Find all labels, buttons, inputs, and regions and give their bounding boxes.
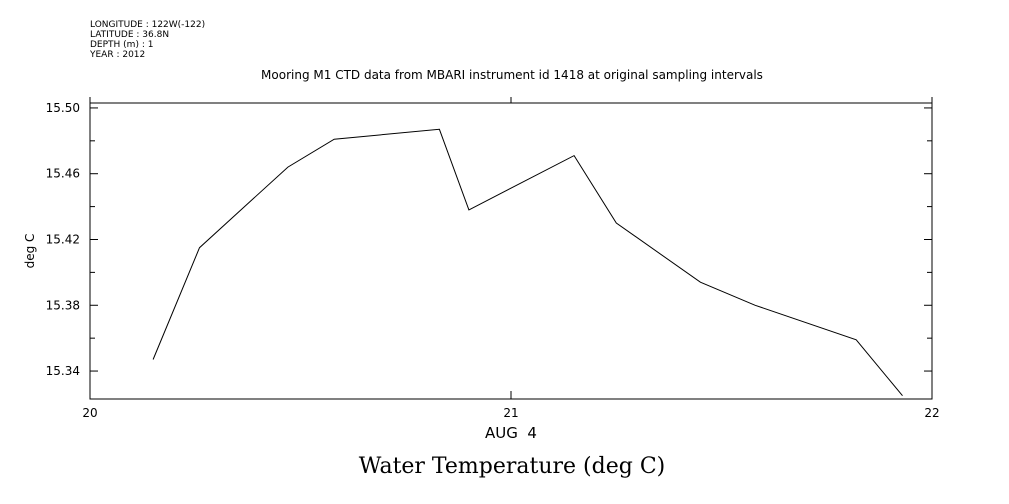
bottom-title: Water Temperature (deg C): [358, 454, 666, 479]
x-tick-label: 21: [503, 406, 518, 420]
y-tick-label: 15.42: [46, 232, 80, 246]
metadata-block: LONGITUDE : 122W(-122) LATITUDE : 36.8N …: [90, 20, 205, 60]
y-axis-label: deg C: [23, 234, 37, 269]
x-tick-label: 20: [82, 406, 97, 420]
plot-frame: [89, 102, 933, 400]
y-tick-label: 15.34: [46, 364, 80, 378]
chart-title: Mooring M1 CTD data from MBARI instrumen…: [261, 68, 763, 82]
y-tick-label: 15.38: [46, 298, 80, 312]
latitude-label: LATITUDE : 36.8N: [90, 30, 170, 40]
depth-label: DEPTH (m) : 1: [90, 40, 154, 50]
tick-group: [89, 97, 933, 399]
x-tick-label: 22: [924, 406, 939, 420]
year-label: YEAR : 2012: [90, 50, 146, 60]
series-line: [152, 128, 903, 397]
tick-label-group: 15.34 15.38 15.42 15.46 15.50 20 21 22: [46, 101, 940, 420]
longitude-label: LONGITUDE : 122W(-122): [90, 20, 206, 30]
y-tick-label: 15.46: [46, 167, 80, 181]
x-axis-label: AUG 4: [485, 424, 537, 442]
y-tick-label: 15.50: [46, 101, 80, 115]
